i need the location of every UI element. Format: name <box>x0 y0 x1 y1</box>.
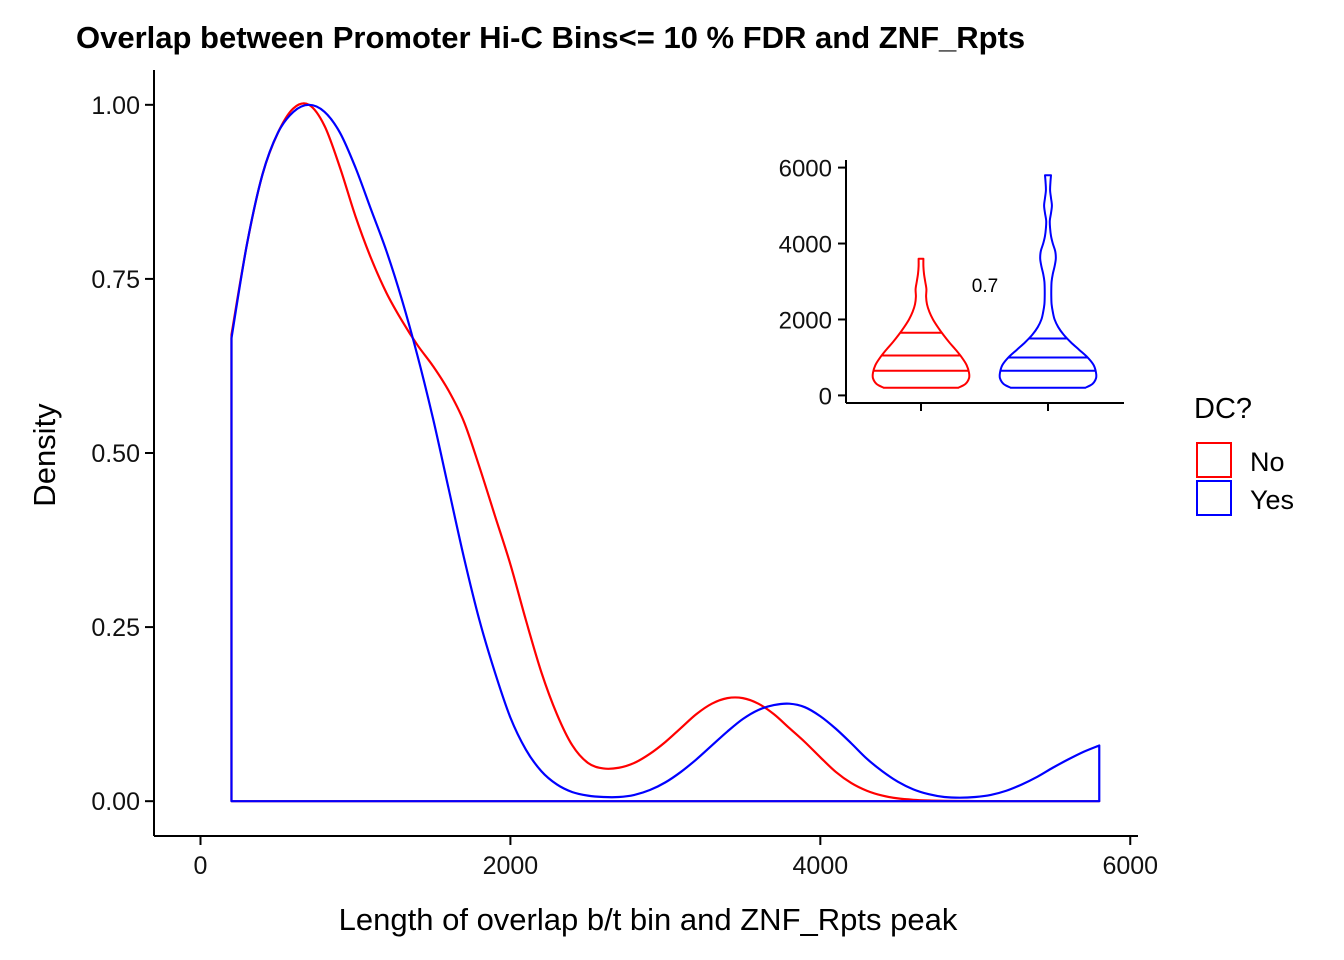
violin-no <box>871 257 971 389</box>
legend-title: DC? <box>1194 393 1252 425</box>
x-axis-title: Length of overlap b/t bin and ZNF_Rpts p… <box>339 902 958 937</box>
inset-y-tick-label: 6000 <box>779 156 832 183</box>
y-tick-label: 0.00 <box>91 788 140 816</box>
legend-label-yes: Yes <box>1250 485 1294 515</box>
y-tick-label: 0.25 <box>91 614 140 642</box>
x-tick-label: 0 <box>194 852 208 880</box>
y-tick-label: 1.00 <box>91 92 140 120</box>
legend-key-yes <box>1196 480 1232 516</box>
violin-yes <box>998 174 1098 389</box>
p-value-annotation: 0.7 <box>972 276 998 297</box>
legend-key-no <box>1196 442 1232 478</box>
density-line-no <box>230 102 1101 803</box>
y-tick-label: 0.75 <box>91 266 140 294</box>
inset-y-tick-label: 0 <box>819 383 832 410</box>
inset-y-tick-label: 4000 <box>779 232 832 259</box>
inset-y-tick-label: 2000 <box>779 307 832 334</box>
y-tick-label: 0.50 <box>91 440 140 468</box>
x-tick-label: 2000 <box>483 852 539 880</box>
legend: DC? No Yes <box>1194 393 1294 516</box>
y-axis-title: Density <box>27 403 62 507</box>
chart-title: Overlap between Promoter Hi-C Bins<= 10 … <box>76 20 1025 55</box>
x-tick-label: 6000 <box>1102 852 1158 880</box>
main-plot: 0.00 0.25 0.50 0.75 1.00 0 2000 4000 6000 <box>91 70 1158 880</box>
legend-label-no: No <box>1250 447 1285 477</box>
density-line-yes <box>230 103 1101 803</box>
inset-violin-plot: 0 2000 4000 6000 0.7 <box>779 156 1124 411</box>
x-tick-label: 4000 <box>793 852 849 880</box>
